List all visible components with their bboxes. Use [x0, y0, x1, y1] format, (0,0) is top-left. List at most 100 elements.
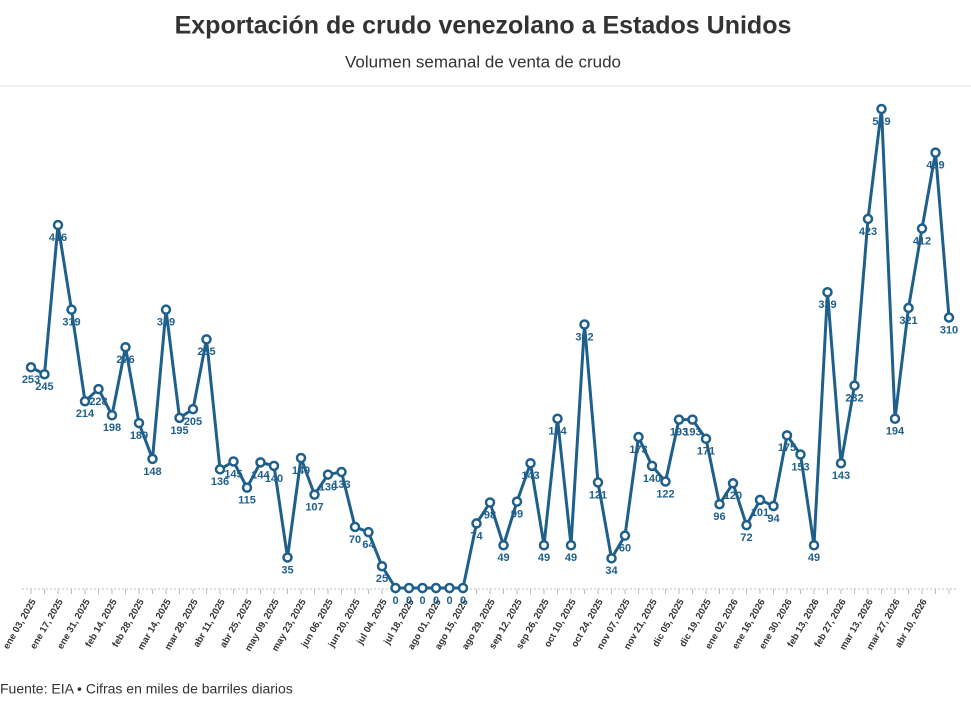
marker [120, 341, 131, 353]
marker [241, 482, 253, 493]
value-label: 0 [460, 595, 466, 607]
value-label: 228 [89, 396, 107, 408]
chart-title: Exportación de crudo venezolano a Estado… [175, 12, 792, 40]
value-label: 145 [224, 468, 242, 480]
value-label: 99 [511, 509, 523, 521]
marker [444, 582, 455, 594]
marker [39, 368, 50, 380]
value-label: 115 [238, 495, 256, 507]
value-label: 25 [376, 573, 388, 585]
value-label: 253 [22, 374, 40, 386]
value-label: 276 [116, 354, 134, 366]
value-label: 173 [629, 444, 647, 456]
marker [295, 452, 307, 464]
value-label: 107 [305, 502, 323, 514]
marker [417, 582, 428, 594]
value-label: 121 [589, 489, 607, 501]
marker [687, 414, 698, 425]
marker [525, 457, 536, 469]
marker [889, 413, 901, 424]
marker [174, 412, 185, 424]
marker [457, 582, 469, 594]
value-label: 193 [683, 427, 701, 439]
value-label: 214 [76, 408, 95, 420]
value-label: 35 [281, 564, 293, 576]
value-label: 194 [886, 426, 905, 438]
value-label: 148 [143, 466, 161, 478]
value-label: 302 [575, 331, 593, 343]
value-label: 72 [740, 532, 752, 544]
marker [160, 304, 172, 315]
value-label: 101 [751, 507, 769, 519]
marker [822, 286, 833, 298]
value-label: 153 [791, 461, 809, 473]
value-label: 0 [419, 595, 425, 607]
marker [943, 312, 955, 323]
value-label: 49 [808, 552, 820, 564]
marker [214, 464, 226, 475]
marker [93, 383, 104, 395]
marker [862, 213, 874, 225]
value-label: 49 [497, 552, 509, 564]
value-label: 49 [565, 552, 577, 564]
marker [511, 496, 523, 507]
chart-subtitle: Volumen semanal de venta de crudo [345, 52, 621, 71]
value-label: 0 [433, 595, 439, 607]
value-label: 189 [130, 430, 148, 442]
marker [903, 302, 914, 314]
marker [336, 466, 347, 478]
marker [349, 521, 361, 533]
value-label: 205 [184, 416, 202, 428]
marker [187, 403, 199, 415]
value-label: 120 [724, 490, 742, 502]
value-label: 193 [670, 427, 688, 439]
value-label: 74 [470, 530, 483, 542]
value-label: 136 [211, 476, 229, 488]
marker [363, 526, 374, 538]
marker [376, 560, 388, 572]
value-label: 285 [197, 346, 215, 358]
value-label: 149 [292, 465, 310, 477]
value-label: 423 [859, 226, 877, 238]
marker [916, 223, 928, 234]
value-label: 64 [362, 539, 375, 551]
marker [66, 304, 77, 315]
marker [795, 449, 806, 460]
value-label: 0 [392, 595, 398, 607]
marker [592, 477, 604, 488]
value-label: 143 [832, 470, 850, 482]
value-label: 140 [643, 473, 661, 485]
marker [781, 430, 793, 441]
value-label: 499 [926, 160, 944, 172]
marker [79, 396, 91, 407]
value-label: 70 [349, 534, 361, 546]
marker [579, 319, 590, 330]
marker [255, 457, 266, 468]
marker [322, 469, 334, 480]
marker [646, 460, 658, 472]
value-label: 130 [319, 481, 337, 493]
value-label: 549 [872, 116, 890, 128]
marker [714, 498, 725, 510]
value-label: 144 [251, 469, 270, 481]
value-label: 319 [157, 317, 175, 329]
value-label: 133 [332, 479, 350, 491]
value-label: 143 [521, 470, 539, 482]
source: Fuente: EIA • Cifras en miles de barrile… [0, 681, 293, 697]
marker [565, 539, 577, 551]
marker [741, 519, 752, 531]
value-label: 49 [538, 552, 550, 564]
marker [498, 539, 509, 551]
marker [268, 460, 280, 472]
value-label: 98 [484, 509, 496, 521]
value-label: 232 [845, 392, 863, 404]
value-label: 416 [49, 232, 67, 244]
value-label: 140 [265, 473, 283, 485]
value-label: 175 [778, 442, 796, 454]
marker [700, 433, 712, 445]
value-label: 194 [548, 426, 567, 438]
value-label: 412 [913, 235, 931, 247]
marker [228, 456, 239, 467]
marker [673, 414, 685, 425]
